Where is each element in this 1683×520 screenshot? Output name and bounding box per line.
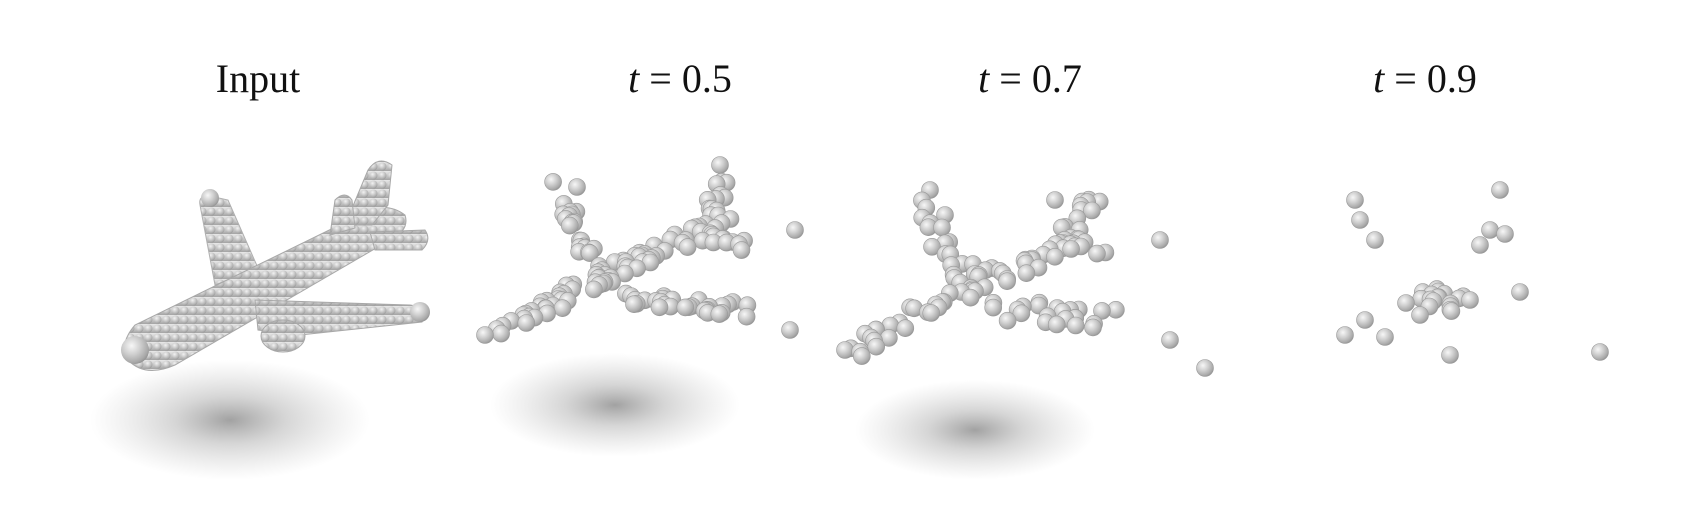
point-sphere (984, 298, 1003, 317)
point-sphere (1481, 221, 1499, 239)
point-sphere (1461, 291, 1479, 309)
point-sphere (650, 298, 669, 317)
point-sphere (585, 280, 603, 299)
point-sphere (1093, 302, 1111, 320)
point-sphere (1062, 240, 1080, 258)
point-sphere (1012, 304, 1031, 323)
point-sphere (836, 341, 854, 359)
point-sphere (786, 221, 804, 239)
point-sphere (1496, 225, 1514, 243)
point-sphere (1411, 306, 1429, 324)
point-sphere (961, 288, 980, 307)
point-sphere (1046, 247, 1064, 266)
point-sphere (553, 299, 572, 318)
point-sphere (896, 319, 915, 338)
point-sphere (492, 324, 510, 343)
point-sphere (710, 305, 729, 323)
panel-title-t05: t = 0.5 (628, 56, 732, 101)
point-sphere (1047, 315, 1066, 334)
point-sphere (737, 307, 756, 326)
ground-shadow (490, 353, 740, 457)
point-sphere (1366, 231, 1384, 249)
point-sphere (711, 156, 729, 174)
point-sphere (1083, 201, 1101, 220)
point-sphere (1017, 264, 1036, 283)
point-sphere (560, 216, 579, 235)
point-sphere (1441, 346, 1459, 364)
point-sphere (1084, 318, 1102, 337)
point-sphere (852, 347, 871, 365)
point-sphere (998, 272, 1016, 291)
point-sphere (1336, 326, 1354, 344)
panel-title-t07: t = 0.7 (978, 56, 1082, 101)
panel-title-input: Input (216, 56, 300, 101)
point-sphere (1356, 311, 1374, 329)
point-cloud-t07 (836, 181, 1179, 365)
point-sphere (625, 295, 643, 314)
point-sphere (476, 326, 494, 344)
point-sphere (1196, 359, 1214, 377)
point-cloud-t09 (1196, 181, 1609, 377)
point-sphere (1151, 231, 1169, 249)
point-sphere (1511, 283, 1529, 301)
point-cloud-t05 (476, 156, 804, 344)
point-sphere (1161, 331, 1179, 349)
panel-title-t09: t = 0.9 (1373, 56, 1477, 101)
point-sphere (1591, 343, 1609, 361)
point-sphere (732, 241, 751, 259)
point-sphere (1397, 294, 1415, 312)
airplane-mesh (121, 160, 430, 371)
point-sphere (922, 304, 941, 322)
point-sphere (1471, 236, 1489, 254)
point-sphere (544, 173, 562, 191)
point-sphere (1376, 328, 1394, 346)
point-sphere (1351, 211, 1369, 229)
point-sphere (867, 337, 886, 356)
point-sphere (781, 321, 799, 339)
point-sphere (923, 238, 941, 256)
ground-shadow (855, 380, 1095, 480)
point-sphere (1066, 316, 1085, 335)
point-sphere (568, 178, 586, 196)
point-sphere (517, 314, 536, 332)
point-sphere (1346, 191, 1364, 209)
point-sphere (676, 298, 695, 317)
point-sphere (678, 238, 697, 256)
point-sphere (1491, 181, 1509, 199)
ground-shadow (90, 360, 370, 480)
point-sphere (1442, 302, 1461, 320)
point-sphere (998, 311, 1017, 330)
point-sphere (1046, 191, 1064, 209)
point-sphere (580, 244, 599, 262)
point-sphere (1088, 244, 1106, 263)
